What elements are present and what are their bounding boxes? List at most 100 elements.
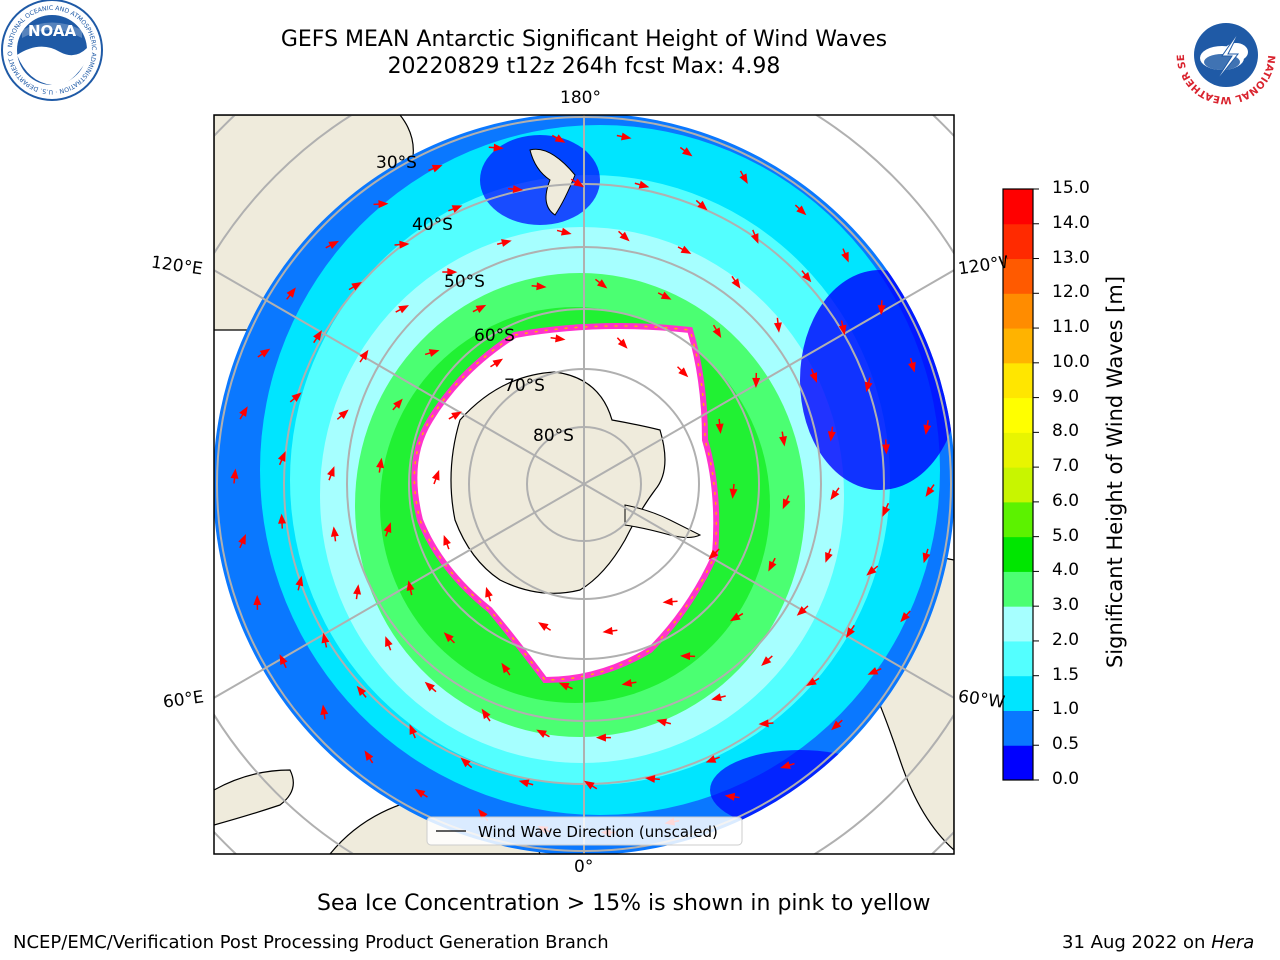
colorbar-tick-label: 15.0 bbox=[1052, 178, 1090, 198]
wind-wave-arrow-head bbox=[619, 231, 630, 242]
colorbar-segment bbox=[1003, 675, 1033, 711]
colorbar-tick-label: 8.0 bbox=[1052, 421, 1080, 442]
wind-wave-arrow-head bbox=[925, 486, 935, 497]
wind-wave-arrow-head bbox=[501, 239, 512, 247]
wind-wave-arrow-head bbox=[827, 431, 836, 442]
wind-wave-arrow-head bbox=[656, 718, 667, 727]
wind-wave-arrow-head bbox=[773, 322, 782, 333]
colorbar-segment bbox=[1003, 536, 1033, 572]
wind-wave-arrow-head bbox=[680, 652, 691, 661]
wind-wave-arrow-head bbox=[393, 398, 403, 409]
noaa-logo: NOAA NATIONAL OCEANIC AND ATMOSPHERIC AD… bbox=[0, 0, 103, 101]
svg-text:NATIONAL WEATHER SERVICE: NATIONAL WEATHER SERVICE bbox=[0, 0, 1276, 105]
wind-wave-arrow-head bbox=[353, 584, 362, 595]
lat-label-40s: 40°S bbox=[412, 215, 453, 235]
wind-wave-arrow-head bbox=[708, 549, 719, 560]
wind-wave-arrow-head bbox=[414, 789, 426, 798]
map-area: 30°S 40°S 50°S 60°S 70°S 80°S Wind Wave … bbox=[214, 115, 954, 854]
wind-wave-arrow-head bbox=[782, 498, 791, 510]
wind-wave-arrow-head bbox=[385, 636, 393, 647]
colorbar bbox=[1002, 188, 1039, 781]
noaa-logo-text: NOAA bbox=[28, 22, 77, 40]
wind-wave-arrow-head bbox=[451, 205, 463, 213]
wind-wave-arrow-head bbox=[796, 205, 807, 216]
wind-wave-arrow-head bbox=[554, 134, 566, 143]
colorbar-segment bbox=[1003, 258, 1033, 294]
colorbar-segment bbox=[1003, 432, 1033, 468]
nws-logo: NATIONAL WEATHER SERVICE bbox=[0, 0, 1278, 107]
wind-wave-arrow-head bbox=[492, 358, 504, 368]
wind-wave-arrow-head bbox=[328, 240, 340, 250]
wind-wave-arrow-head bbox=[697, 200, 708, 211]
wind-wave-arrow-head bbox=[838, 324, 847, 336]
footer-left: NCEP/EMC/Verification Post Processing Pr… bbox=[13, 932, 609, 953]
wind-wave-arrow-head bbox=[595, 733, 606, 742]
wind-wave-arrow-head bbox=[922, 552, 931, 564]
wind-wave-arrow-head bbox=[806, 677, 817, 686]
wind-wave-arrow-head bbox=[768, 560, 777, 572]
wind-wave-arrow-head bbox=[338, 409, 349, 420]
wind-wave-arrow-head bbox=[447, 268, 458, 277]
colorbar-tick-label: 14.0 bbox=[1052, 212, 1090, 233]
wind-wave-arrow-head bbox=[359, 349, 369, 361]
wind-wave-arrow-head bbox=[662, 597, 673, 606]
wind-wave-arrow-head bbox=[724, 792, 736, 801]
wind-wave-arrow-head bbox=[705, 755, 717, 763]
wind-wave-arrow-head bbox=[712, 327, 722, 339]
wind-wave-arrow-head bbox=[428, 349, 440, 357]
wind-wave-arrow-head bbox=[376, 457, 385, 469]
wind-wave-arrow-head bbox=[443, 632, 454, 643]
graticule bbox=[214, 115, 954, 854]
wind-wave-arrow-head bbox=[866, 566, 877, 576]
wind-wave-arrow-head bbox=[739, 173, 748, 185]
wind-wave-arrow-head bbox=[383, 522, 392, 533]
colorbar-tick-label: 6.0 bbox=[1052, 490, 1080, 511]
wind-wave-arrow-head bbox=[291, 392, 302, 402]
wind-wave-arrow-head bbox=[239, 406, 248, 417]
land-madagascar bbox=[214, 769, 294, 826]
wind-wave-arrow-head bbox=[443, 534, 451, 546]
colorbar-segment bbox=[1003, 640, 1033, 677]
colorbar-tick-label: 0.5 bbox=[1052, 734, 1080, 755]
colorbar-tick-label: 9.0 bbox=[1052, 386, 1080, 407]
wind-wave-arrow-head bbox=[512, 185, 524, 194]
wind-wave-arrow-head bbox=[715, 423, 724, 434]
wind-wave-arrow-head bbox=[758, 719, 769, 728]
colorbar-tick-label: 0.0 bbox=[1052, 769, 1080, 789]
wind-wave-arrow-head bbox=[867, 667, 879, 675]
wind-wave-arrow-head bbox=[238, 534, 246, 545]
wind-wave-arrow-head bbox=[779, 435, 787, 447]
colorbar-label: Significant Height of Wind Waves [m] bbox=[1103, 275, 1127, 669]
wind-wave-arrow-head bbox=[478, 808, 488, 820]
wind-wave-arrow-head bbox=[617, 338, 628, 349]
wind-wave-arrows bbox=[230, 132, 935, 837]
colorbar-tick-label: 12.0 bbox=[1052, 282, 1090, 303]
wind-wave-arrow-head bbox=[761, 656, 772, 666]
chart-title: GEFS MEAN Antarctic Significant Height o… bbox=[280, 27, 888, 52]
wind-wave-arrow-head bbox=[286, 287, 296, 298]
colorbar-tick-label: 1.5 bbox=[1052, 664, 1080, 685]
wind-wave-arrow-head bbox=[638, 180, 650, 189]
wind-wave-arrow-head bbox=[644, 774, 656, 783]
colorbar-tick-label: 11.0 bbox=[1052, 317, 1090, 338]
sea-ice-caption: Sea Ice Concentration > 15% is shown in … bbox=[317, 891, 931, 916]
wind-wave-arrow-head bbox=[750, 233, 759, 244]
wind-wave-arrow-head bbox=[451, 411, 462, 420]
colorbar-segment bbox=[1003, 501, 1033, 538]
wind-wave-arrow-head bbox=[801, 272, 812, 283]
wind-wave-arrow-head bbox=[602, 626, 613, 635]
colorbar-tick-label: 13.0 bbox=[1052, 247, 1090, 268]
wind-wave-arrow-head bbox=[846, 627, 855, 638]
wind-wave-arrow-head bbox=[253, 594, 262, 605]
colorbar-segment bbox=[1003, 293, 1033, 329]
lon-label-0: 0° bbox=[574, 857, 594, 877]
colorbar-segment bbox=[1003, 606, 1033, 642]
wind-wave-arrow-head bbox=[321, 632, 330, 644]
footer-right: 31 Aug 2022 on Hera bbox=[1062, 932, 1255, 953]
lon-label-180: 180° bbox=[560, 88, 601, 108]
wind-wave-arrow-head bbox=[460, 757, 471, 768]
wind-wave-arrow-head bbox=[900, 612, 910, 623]
wind-wave-arrow-head bbox=[485, 586, 493, 598]
wind-wave-arrow-head bbox=[364, 750, 374, 761]
